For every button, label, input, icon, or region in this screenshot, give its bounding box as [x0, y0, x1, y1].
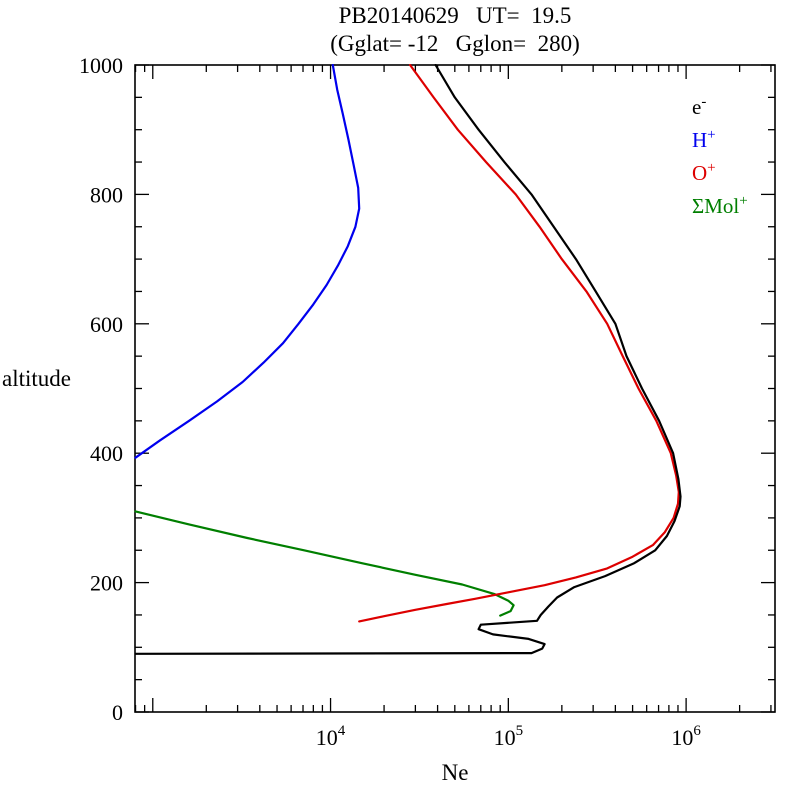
- legend-mol-plus: ΣMol+: [692, 193, 748, 218]
- x-tick-label: 104: [316, 723, 346, 750]
- y-axis-label: altitude: [2, 366, 71, 391]
- series-o-plus-line: [358, 64, 680, 623]
- legend-e: e-: [692, 94, 706, 119]
- plot-frame: [134, 64, 776, 713]
- x-tick-label: 106: [671, 723, 701, 750]
- legend: e- H+ O+ ΣMol+: [692, 94, 748, 218]
- series-e-line: [134, 64, 682, 655]
- y-tick-label: 200: [90, 571, 123, 596]
- y-tick-label: 400: [90, 441, 123, 466]
- series-mol-plus-line: [134, 510, 515, 617]
- x-tick-label: 105: [494, 723, 524, 750]
- y-tick-label: 0: [112, 700, 123, 725]
- chart-subtitle: (Gglat= -12 Gglon= 280): [330, 31, 580, 56]
- tick-labels: 0 200 400 600 800 1000 104 105 106: [79, 53, 701, 750]
- axis-ticks: [134, 64, 775, 713]
- y-tick-label: 1000: [79, 53, 123, 78]
- y-tick-label: 800: [90, 182, 123, 207]
- y-tick-label: 600: [90, 312, 123, 337]
- series-h-plus-line: [134, 64, 361, 459]
- legend-o-plus: O+: [692, 160, 716, 185]
- series-group: [134, 64, 682, 655]
- legend-h-plus: H+: [692, 127, 716, 152]
- chart-title: PB20140629 UT= 19.5: [338, 3, 572, 28]
- x-axis-label: Ne: [441, 760, 469, 785]
